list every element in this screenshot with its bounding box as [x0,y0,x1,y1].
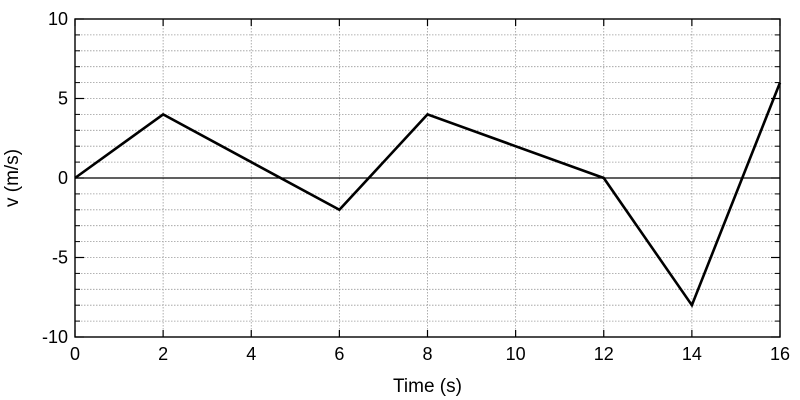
x-tick-label: 0 [70,344,80,364]
x-tick-label: 16 [770,344,790,364]
y-tick-label: -10 [42,327,68,347]
x-tick-label: 14 [682,344,702,364]
series-line [74,82,782,308]
y-tick-label: 5 [58,89,68,109]
x-tick-label: 10 [506,344,526,364]
x-tick-label: 6 [334,344,344,364]
x-tick-label: 12 [594,344,614,364]
y-tick-labels: -10 -5 0 5 10 [42,9,68,347]
y-tick-label: 10 [48,9,68,29]
y-axis-title: v (m/s) [2,149,23,207]
plot-frame [74,18,781,338]
y-tick-label: 0 [58,168,68,188]
x-tick-label: 4 [246,344,256,364]
x-tick-label: 2 [158,344,168,364]
y-tick-label: -5 [52,248,68,268]
x-tick-label: 8 [422,344,432,364]
x-tick-labels: 0 2 4 6 8 10 12 14 16 [70,344,790,364]
x-axis-title: Time (s) [393,376,462,397]
